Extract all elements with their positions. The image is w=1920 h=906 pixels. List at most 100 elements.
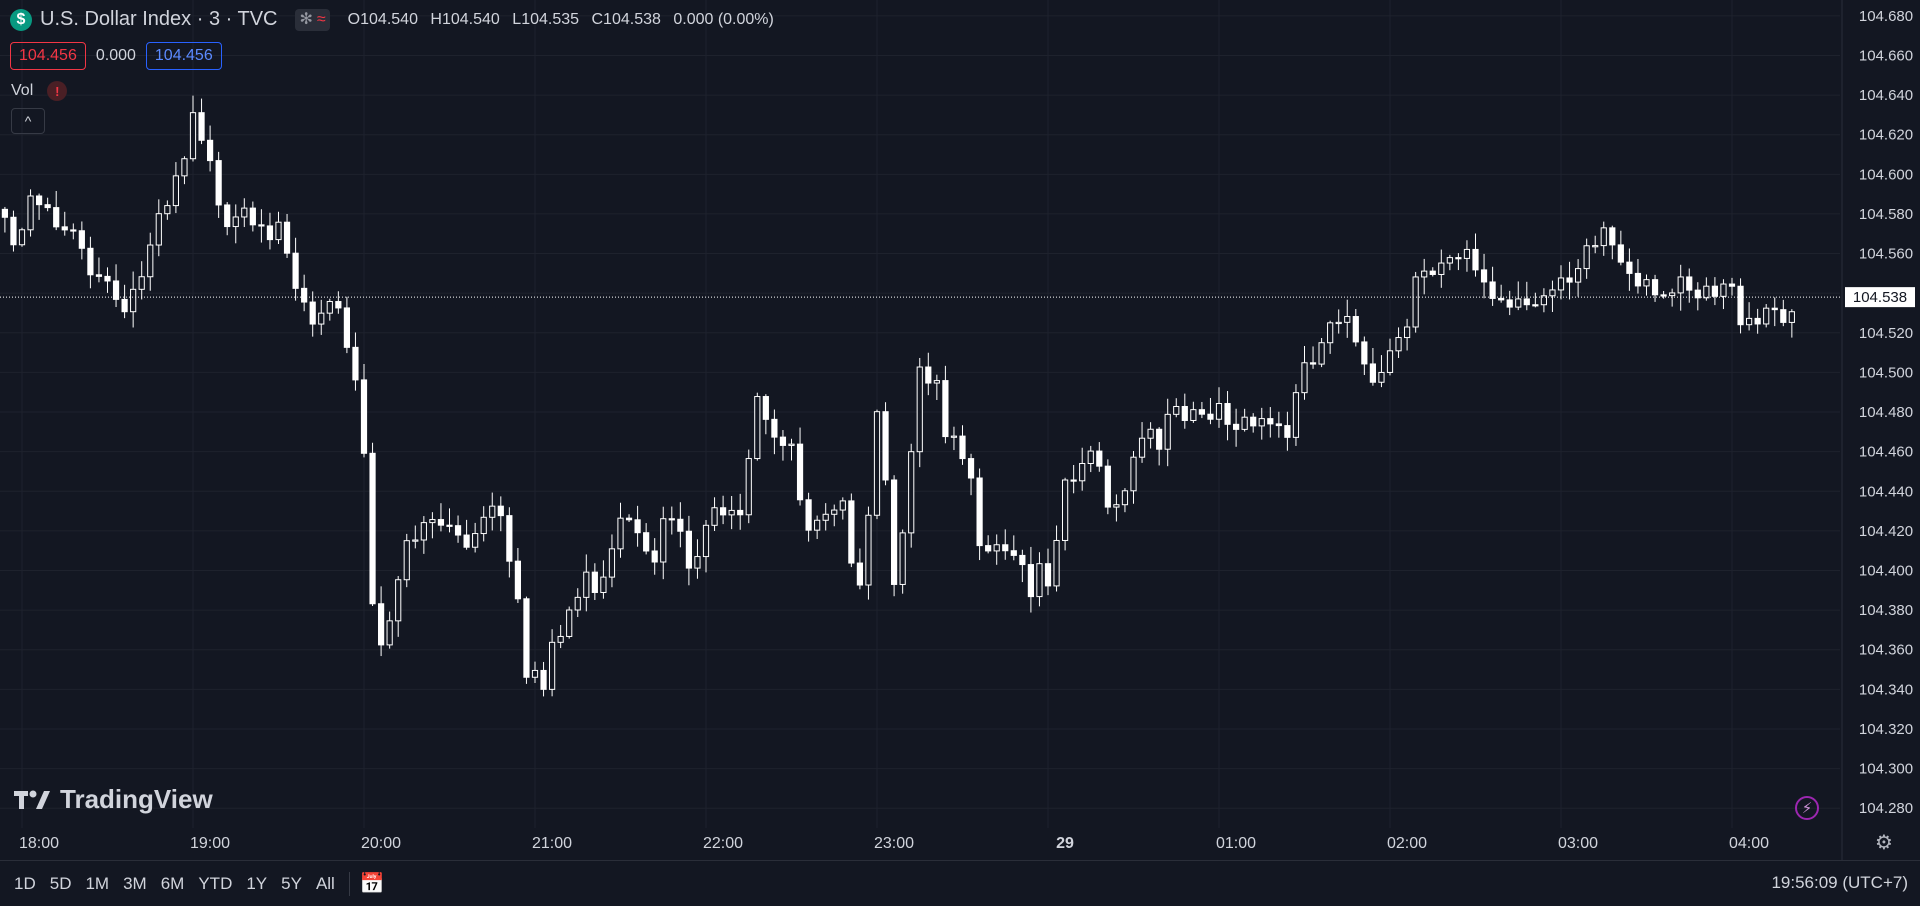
candle: [1113, 494, 1120, 522]
y-tick-label: 104.360: [1859, 642, 1913, 659]
candle: [1164, 398, 1171, 467]
candle: [403, 533, 410, 588]
dollar-icon: $: [10, 8, 32, 31]
candle: [147, 232, 154, 291]
candle: [266, 212, 274, 250]
candle: [283, 213, 291, 258]
candle: [1275, 411, 1282, 438]
candle: [822, 503, 829, 531]
range-button-1y[interactable]: 1Y: [246, 873, 268, 893]
candle: [1361, 336, 1368, 375]
candle: [583, 554, 590, 612]
x-tick-label: 19:00: [190, 835, 230, 852]
candle: [1292, 384, 1300, 446]
symbol-title[interactable]: U.S. Dollar Index · 3 · TVC: [40, 8, 278, 30]
candle: [343, 296, 350, 354]
candle: [472, 522, 479, 553]
range-button-all[interactable]: All: [315, 873, 335, 893]
candle: [1669, 288, 1676, 307]
range-button-1m[interactable]: 1M: [85, 873, 110, 893]
y-tick-label: 104.340: [1859, 681, 1913, 698]
candle: [1, 206, 8, 233]
candle: [1634, 259, 1642, 294]
close-value: 104.538: [603, 10, 661, 28]
x-tick-label: 04:00: [1729, 835, 1769, 852]
candle: [1754, 308, 1761, 334]
range-button-6m[interactable]: 6M: [160, 873, 185, 893]
range-button-3m[interactable]: 3M: [123, 873, 147, 893]
candle: [78, 221, 85, 260]
low-value: 104.535: [521, 10, 580, 28]
candle: [1395, 327, 1402, 358]
candle: [796, 427, 804, 506]
candle: [1489, 266, 1496, 306]
candle: [215, 151, 222, 218]
candle: [258, 209, 265, 243]
candle: [1181, 393, 1188, 429]
time-axis[interactable]: 18:00 19:00 20:00 21:00 22:00 23:00 29 01:00 02:…: [19, 835, 1769, 852]
candle: [454, 515, 462, 543]
price-axis[interactable]: 104.680 104.660 104.640 104.620 104.600 104.5…: [1859, 8, 1913, 817]
candle: [1053, 525, 1060, 592]
bid-button[interactable]: 104.456: [10, 42, 86, 70]
candle: [1472, 233, 1479, 277]
candle: [891, 475, 898, 597]
candle: [1549, 280, 1556, 312]
gear-icon[interactable]: ⚙: [1875, 831, 1893, 854]
y-tick-label: 104.280: [1859, 800, 1913, 817]
candle: [540, 661, 547, 697]
candle: [1480, 253, 1488, 299]
candle: [702, 520, 710, 573]
candle: [1746, 302, 1753, 331]
candle: [865, 506, 872, 600]
candle: [352, 332, 359, 391]
calendar-icon[interactable]: 📅: [359, 873, 385, 895]
tradingview-logo[interactable]: TradingView: [14, 784, 213, 815]
candle: [677, 502, 684, 548]
candle: [873, 409, 881, 520]
x-tick-label: 01:00: [1216, 835, 1256, 852]
candle: [1780, 299, 1787, 327]
candle: [1575, 259, 1582, 297]
lightning-icon[interactable]: ⚡: [1795, 796, 1819, 820]
range-button-ytd[interactable]: YTD: [198, 873, 233, 893]
candle: [1190, 401, 1197, 423]
candle: [574, 588, 581, 618]
candle: [1660, 290, 1667, 299]
candle: [172, 162, 180, 214]
collapse-legend-button[interactable]: ^: [11, 108, 45, 134]
candle: [412, 525, 419, 549]
candle: [925, 352, 932, 396]
candle: [985, 535, 992, 554]
candle: [1147, 422, 1154, 449]
clock-display[interactable]: 19:56:09 (UTC+7): [1771, 873, 1908, 892]
candle: [1369, 347, 1377, 386]
candle: [1318, 337, 1325, 368]
y-tick-label: 104.560: [1859, 246, 1913, 263]
candle: [1130, 451, 1137, 504]
candle: [1027, 546, 1035, 613]
warning-icon[interactable]: !: [47, 81, 68, 101]
candle: [198, 98, 205, 145]
candle: [1019, 549, 1026, 583]
status-pill[interactable]: ✻ ≈: [295, 8, 330, 31]
candle: [1386, 338, 1394, 376]
candle: [480, 506, 487, 542]
candle: [130, 271, 137, 328]
bottom-toolbar: 1D 5D 1M 3M 6M YTD 1Y 5Y All 📅 19:56:09 (UTC+7): [0, 860, 1920, 906]
range-button-5y[interactable]: 5Y: [281, 873, 302, 893]
ask-button[interactable]: 104.456: [145, 42, 222, 70]
candle: [1566, 261, 1573, 300]
range-button-5d[interactable]: 5D: [49, 873, 72, 893]
y-tick-label: 104.380: [1859, 602, 1913, 619]
vol-label[interactable]: Vol: [11, 82, 34, 99]
range-button-1d[interactable]: 1D: [14, 873, 36, 893]
candle: [950, 426, 958, 451]
candle: [771, 409, 778, 455]
candle: [942, 365, 949, 444]
y-tick-label: 104.680: [1859, 8, 1913, 25]
candle: [1711, 277, 1719, 306]
candle: [566, 606, 573, 639]
candle: [1258, 407, 1265, 440]
